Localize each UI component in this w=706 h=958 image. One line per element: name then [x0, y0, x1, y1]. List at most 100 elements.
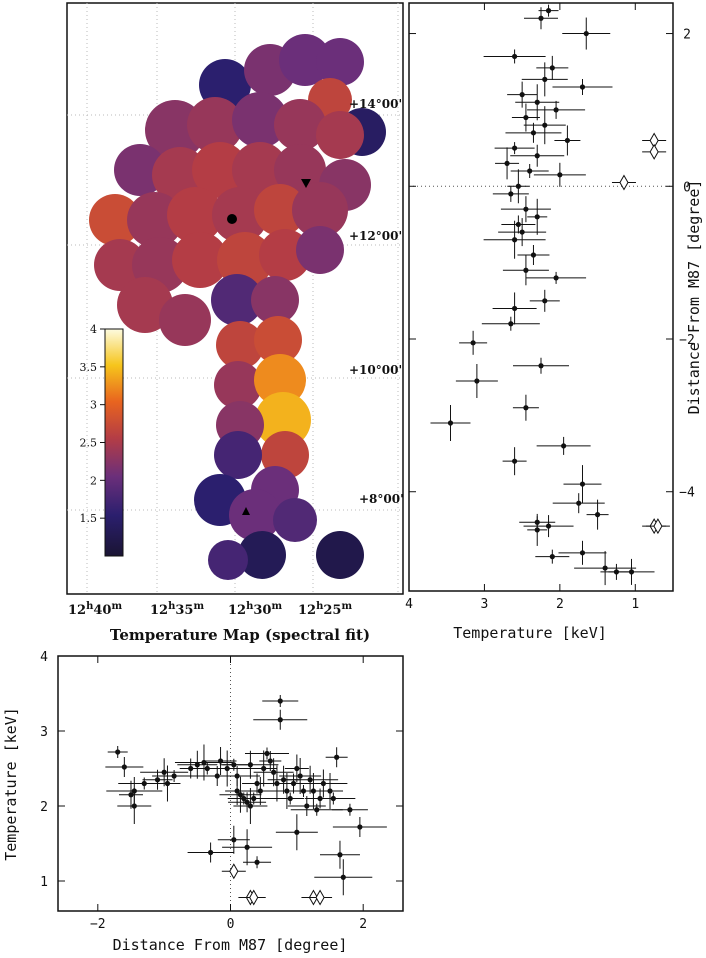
data-point-36 — [287, 795, 293, 802]
panel3-xlabel: Distance From M87 [degree] — [113, 936, 348, 954]
diamond-point-2 — [619, 174, 629, 191]
panel2-plot: 4 3 2 1 2 0 −2 −4 — [405, 3, 695, 612]
data-point-26 — [257, 788, 263, 794]
data-point-20 — [508, 191, 514, 197]
data-point-19 — [515, 183, 521, 189]
map-region-31 — [211, 274, 263, 326]
data-point-33 — [277, 717, 283, 723]
data-point-25 — [511, 237, 518, 243]
m87-marker — [227, 214, 237, 224]
data-point-39 — [297, 773, 303, 779]
map-region-34 — [254, 316, 302, 364]
dec-tick-8: +8°00' — [359, 492, 404, 506]
data-point-30 — [271, 769, 277, 775]
map-region-20 — [212, 187, 268, 243]
data-point-7 — [164, 780, 171, 787]
y-tick-label-1: 2 — [40, 800, 48, 815]
data-point-32 — [470, 340, 476, 346]
data-point-6 — [161, 769, 167, 775]
map-region-37 — [255, 392, 311, 448]
data-point-29 — [267, 758, 273, 764]
ra-hours: 12 — [298, 603, 316, 618]
data-point-32 — [277, 698, 283, 704]
data-point-15 — [224, 765, 230, 772]
ra-minutes: 30 — [253, 603, 271, 618]
y-tick-label-3: −4 — [679, 486, 695, 501]
colorbar — [104, 328, 124, 557]
data-point-47 — [327, 788, 333, 794]
data-point-5 — [154, 777, 161, 783]
temperature-map-image — [89, 34, 386, 580]
ra-tick-label-0: 12h40m — [68, 601, 122, 618]
map-region-33 — [216, 321, 264, 369]
x-tick-label-0: 4 — [405, 597, 413, 612]
data-point-38 — [294, 765, 300, 772]
colorbar-tick-label-0: 1.5 — [80, 512, 98, 525]
data-point-26 — [530, 252, 537, 258]
diamond-point-2 — [249, 889, 259, 906]
map-region-23 — [94, 239, 146, 291]
data-point-3 — [511, 53, 518, 60]
data-point-10 — [194, 762, 200, 768]
data-point-42 — [307, 777, 313, 783]
data-point-41 — [304, 803, 310, 809]
data-point-51 — [340, 874, 346, 880]
map-region-22 — [292, 182, 348, 238]
colorbar-tick-label-2: 2.5 — [80, 437, 98, 450]
ra-minutes: 25 — [323, 603, 341, 618]
map-region-35 — [214, 361, 262, 409]
data-point-16 — [504, 160, 510, 166]
colorbar-tick-label-1: 2 — [90, 474, 97, 487]
data-point-59 — [294, 829, 300, 835]
map-region-32 — [251, 276, 299, 324]
map-region-43 — [229, 489, 281, 541]
data-point-29 — [542, 298, 548, 304]
map-region-25 — [172, 232, 228, 288]
data-point-31 — [508, 321, 514, 327]
y-tick-label-1: 0 — [683, 180, 691, 195]
diamond-point-0 — [229, 863, 239, 880]
data-point-41 — [594, 512, 601, 518]
data-point-4 — [549, 65, 555, 71]
data-point-27 — [261, 765, 267, 772]
ra-m-sup: m — [341, 601, 352, 612]
panel2-frame — [408, 2, 674, 592]
data-point-19 — [237, 792, 244, 798]
ra-tick-labels: 12h40m 12h35m 12h30m 12h25m — [68, 601, 352, 618]
data-point-17 — [527, 168, 533, 174]
x-tick-label-0: −2 — [90, 917, 106, 932]
map-region-8 — [232, 92, 288, 148]
x-tick-label-3: 1 — [631, 597, 639, 612]
panel3-ylabel: Temperature [keV] — [2, 707, 20, 861]
y-tick-label-3: 4 — [40, 650, 48, 665]
map-region-36 — [254, 354, 306, 406]
x-tick-label-1: 0 — [227, 917, 235, 932]
data-point-6 — [579, 84, 586, 90]
map-region-14 — [232, 142, 288, 198]
ra-h-sup: h — [168, 601, 176, 612]
data-point-55 — [244, 844, 250, 850]
ra-hours: 12 — [150, 603, 168, 618]
data-point-9 — [553, 107, 559, 113]
map-region-17 — [89, 194, 141, 246]
data-point-53 — [357, 824, 363, 830]
data-point-49 — [628, 569, 635, 575]
data-point-36 — [447, 420, 454, 426]
temperature-map-panel: 1.5 2 2.5 3 3.5 4 +14°00' +12°00' +10°00' +8°… — [66, 2, 404, 644]
map-region-28 — [296, 226, 344, 274]
data-point-44 — [314, 807, 320, 813]
y-tick-label-2: 3 — [40, 725, 48, 740]
data-point-8 — [171, 773, 177, 779]
map-region-11 — [114, 144, 166, 196]
data-point-15 — [534, 153, 540, 159]
distance-vs-temperature-panel: 4 3 2 1 2 0 −2 −4 Temperature [keV] Distance Fr… — [405, 2, 703, 642]
ra-minutes: 40 — [93, 603, 111, 618]
data-point-24 — [519, 229, 525, 235]
map-region-44 — [273, 498, 317, 542]
map-region-19 — [167, 187, 223, 243]
data-point-48 — [330, 795, 336, 802]
data-point-3 — [131, 803, 137, 809]
data-point-52 — [347, 807, 353, 813]
map-region-46 — [316, 531, 364, 579]
